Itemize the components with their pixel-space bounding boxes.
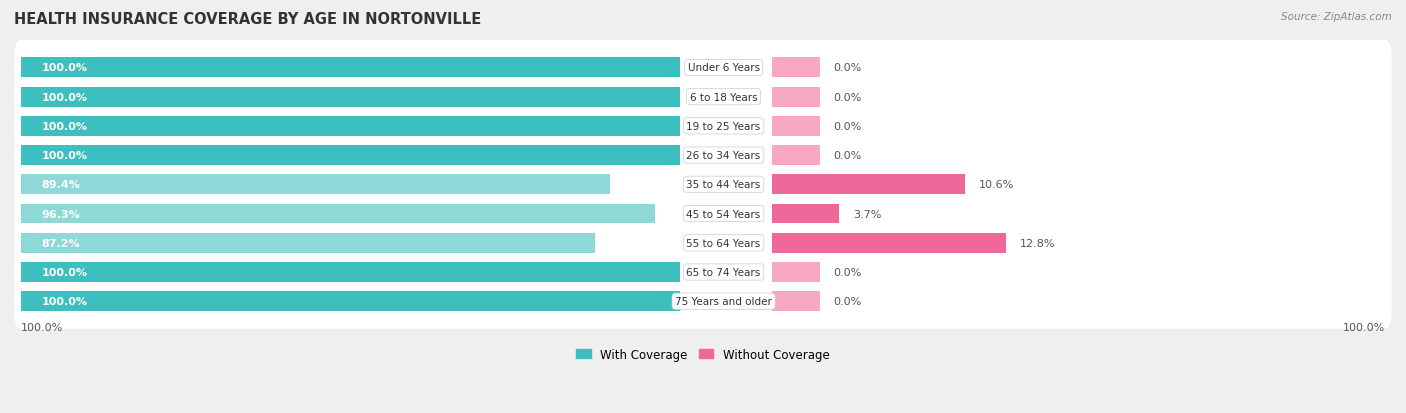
Text: 12.8%: 12.8% — [1019, 238, 1054, 248]
Text: 0.0%: 0.0% — [834, 63, 862, 73]
FancyBboxPatch shape — [14, 187, 1392, 242]
Text: 87.2%: 87.2% — [42, 238, 80, 248]
Text: 89.4%: 89.4% — [42, 180, 80, 190]
Bar — [772, 116, 820, 136]
Bar — [772, 146, 820, 166]
Text: 100.0%: 100.0% — [42, 121, 87, 132]
Text: 0.0%: 0.0% — [834, 151, 862, 161]
Bar — [21, 175, 610, 195]
Bar — [21, 292, 679, 311]
Bar — [772, 88, 820, 107]
FancyBboxPatch shape — [14, 70, 1392, 125]
Text: Under 6 Years: Under 6 Years — [688, 63, 759, 73]
Bar — [772, 233, 1005, 253]
Text: 100.0%: 100.0% — [42, 297, 87, 306]
FancyBboxPatch shape — [14, 216, 1392, 271]
Text: 65 to 74 Years: 65 to 74 Years — [686, 267, 761, 278]
Bar — [21, 146, 679, 166]
Text: 100.0%: 100.0% — [42, 267, 87, 278]
Text: 100.0%: 100.0% — [42, 151, 87, 161]
Bar — [772, 204, 839, 224]
Text: 6 to 18 Years: 6 to 18 Years — [690, 93, 758, 102]
Text: 0.0%: 0.0% — [834, 267, 862, 278]
Text: 10.6%: 10.6% — [979, 180, 1014, 190]
Text: 100.0%: 100.0% — [42, 93, 87, 102]
Text: 3.7%: 3.7% — [853, 209, 882, 219]
Bar — [21, 204, 655, 224]
Text: 100.0%: 100.0% — [21, 323, 63, 332]
Text: 0.0%: 0.0% — [834, 93, 862, 102]
Text: 100.0%: 100.0% — [42, 63, 87, 73]
Text: 19 to 25 Years: 19 to 25 Years — [686, 121, 761, 132]
Bar — [772, 58, 820, 78]
Text: Source: ZipAtlas.com: Source: ZipAtlas.com — [1281, 12, 1392, 22]
Text: 0.0%: 0.0% — [834, 121, 862, 132]
Text: 26 to 34 Years: 26 to 34 Years — [686, 151, 761, 161]
Bar — [21, 58, 679, 78]
Bar — [772, 175, 966, 195]
FancyBboxPatch shape — [14, 128, 1392, 183]
Text: HEALTH INSURANCE COVERAGE BY AGE IN NORTONVILLE: HEALTH INSURANCE COVERAGE BY AGE IN NORT… — [14, 12, 481, 27]
FancyBboxPatch shape — [14, 157, 1392, 212]
Bar — [772, 262, 820, 282]
FancyBboxPatch shape — [14, 274, 1392, 329]
FancyBboxPatch shape — [14, 99, 1392, 154]
Text: 96.3%: 96.3% — [42, 209, 80, 219]
Bar — [21, 116, 679, 136]
Bar — [21, 262, 679, 282]
FancyBboxPatch shape — [14, 41, 1392, 96]
Bar — [21, 88, 679, 107]
Text: 45 to 54 Years: 45 to 54 Years — [686, 209, 761, 219]
Legend: With Coverage, Without Coverage: With Coverage, Without Coverage — [572, 343, 834, 366]
Text: 55 to 64 Years: 55 to 64 Years — [686, 238, 761, 248]
Text: 100.0%: 100.0% — [1343, 323, 1385, 332]
Text: 75 Years and older: 75 Years and older — [675, 297, 772, 306]
Bar — [21, 233, 595, 253]
FancyBboxPatch shape — [14, 245, 1392, 300]
Bar — [772, 292, 820, 311]
Text: 35 to 44 Years: 35 to 44 Years — [686, 180, 761, 190]
Text: 0.0%: 0.0% — [834, 297, 862, 306]
